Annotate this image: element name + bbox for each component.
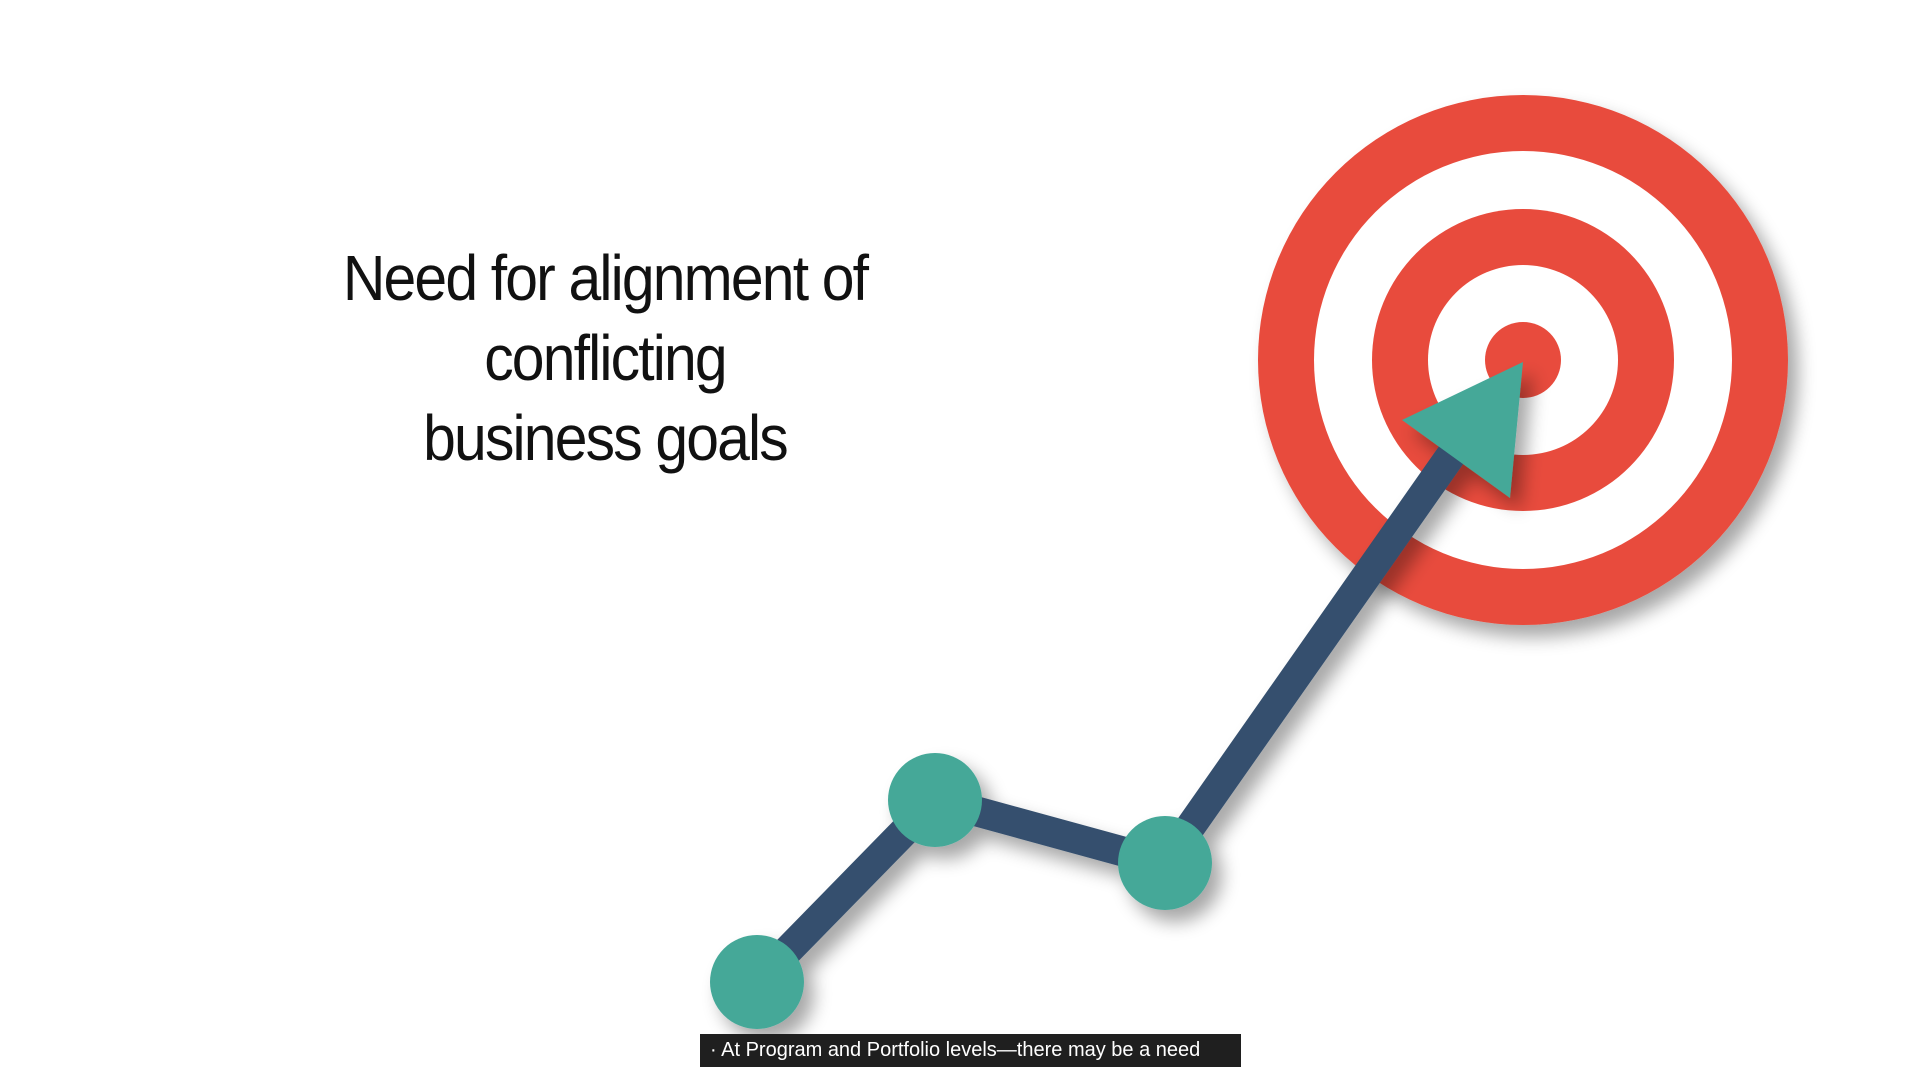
growth-node-1: [710, 935, 804, 1029]
growth-line-path: [742, 436, 1469, 997]
growth-node-2: [888, 753, 982, 847]
slide-title-line-2: business goals: [423, 402, 789, 474]
slide-title: Need for alignment of conflicting busine…: [232, 238, 977, 478]
growth-node-3: [1118, 816, 1212, 910]
target-icon: [1258, 95, 1788, 625]
growth-line-icon: [710, 362, 1523, 1029]
arrow-head-icon: [1402, 362, 1523, 498]
slide-title-line-1: Need for alignment of conflicting: [342, 242, 869, 394]
subtitle-caption: · At Program and Portfolio levels—there …: [700, 1034, 1241, 1067]
